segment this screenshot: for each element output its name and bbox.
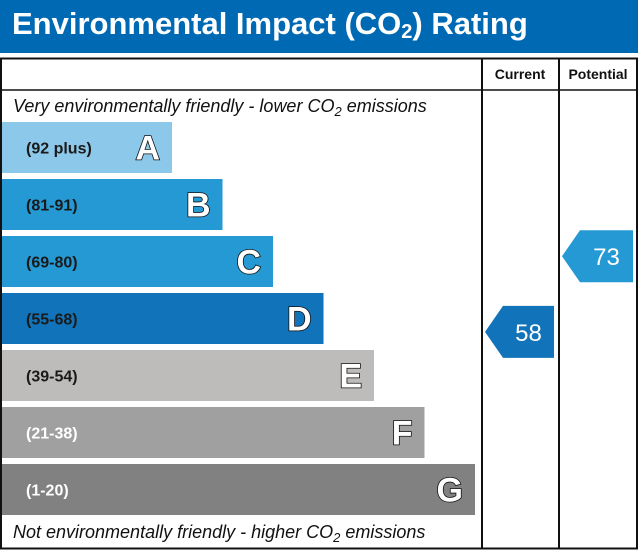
bottom-note-suffix: emissions (340, 522, 425, 542)
band-range-b: (81-91) (26, 198, 78, 215)
title-subscript: 2 (401, 21, 413, 43)
band-bar-c (2, 236, 273, 287)
table-border (0, 57, 638, 550)
title-text: Environmental Impact (CO (12, 6, 402, 41)
band-bar-e (2, 350, 374, 401)
bottom-note-text: Not environmentally friendly - higher CO (13, 522, 333, 542)
bottom-note: Not environmentally friendly - higher CO… (13, 522, 425, 545)
band-bar-d (2, 293, 324, 344)
band-letter-b: B (186, 187, 211, 225)
top-note: Very environmentally friendly - lower CO… (13, 96, 427, 119)
potential-rating-arrow (562, 230, 633, 283)
top-note-text: Very environmentally friendly - lower CO (13, 96, 334, 116)
band-range-e: (39-54) (26, 369, 78, 386)
band-range-c: (69-80) (26, 255, 78, 272)
band-letter-a: A (135, 130, 160, 168)
band-range-g: (1-20) (26, 483, 69, 500)
column-header-potential: Potential (568, 66, 627, 82)
band-letter-g: G (437, 472, 463, 510)
band-range-a: (92 plus) (26, 141, 92, 158)
title-text-suffix: ) Rating (412, 6, 528, 41)
top-note-sub: 2 (333, 104, 342, 119)
markers: 58 73 (485, 230, 633, 358)
title-bar: Environmental Impact (CO2) Rating (0, 0, 638, 53)
band-letter-d: D (287, 301, 312, 339)
band-range-f: (21-38) (26, 426, 78, 443)
bands: (92 plus) A (81-91) B (69-80) C (55-68) D (39-54… (2, 122, 475, 515)
band-range-d: (55-68) (26, 312, 78, 329)
band-bar-g (2, 464, 475, 515)
current-rating-arrow (485, 305, 554, 358)
column-header-current: Current (495, 66, 546, 82)
band-letter-f: F (392, 415, 413, 453)
page-title: Environmental Impact (CO2) Rating (12, 6, 528, 44)
band-letter-c: C (236, 244, 261, 282)
top-note-suffix: emissions (342, 96, 427, 116)
band-bar-b (2, 179, 223, 230)
current-rating-value: 58 (515, 320, 542, 347)
band-letter-e: E (339, 358, 362, 396)
potential-rating-value: 73 (593, 244, 620, 271)
band-bar-a (2, 122, 172, 173)
band-bar-f (2, 407, 425, 458)
bottom-note-sub: 2 (332, 530, 341, 545)
